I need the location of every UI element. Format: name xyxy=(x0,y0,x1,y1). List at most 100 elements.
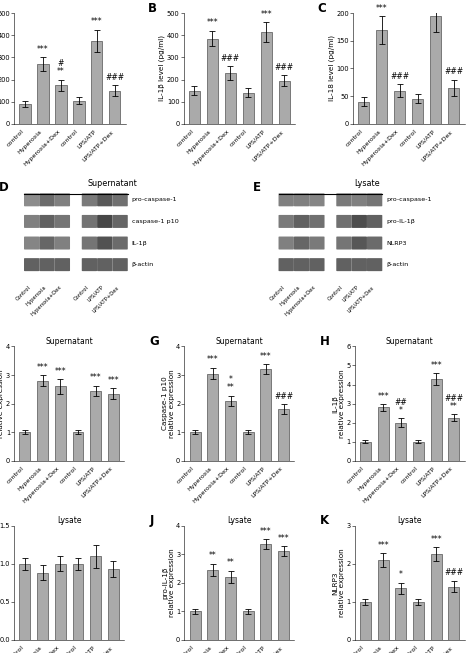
Bar xyxy=(279,80,290,124)
FancyBboxPatch shape xyxy=(352,236,367,249)
Text: G: G xyxy=(149,335,159,348)
FancyBboxPatch shape xyxy=(279,193,294,206)
Text: Hyperoxia+Dex: Hyperoxia+Dex xyxy=(29,284,63,317)
Text: **: ** xyxy=(227,558,234,567)
FancyBboxPatch shape xyxy=(336,258,352,271)
FancyBboxPatch shape xyxy=(336,193,352,206)
Text: ###: ### xyxy=(221,54,240,63)
Bar xyxy=(225,577,236,640)
FancyBboxPatch shape xyxy=(82,215,97,228)
Text: ***: *** xyxy=(108,376,119,385)
Bar xyxy=(430,16,441,124)
Bar xyxy=(448,88,459,124)
FancyBboxPatch shape xyxy=(279,215,294,228)
Text: C: C xyxy=(318,2,326,15)
Bar xyxy=(431,379,442,461)
Bar xyxy=(19,564,30,640)
Text: *: * xyxy=(399,406,403,415)
Bar xyxy=(278,551,289,640)
Y-axis label: IL-18 level (pg/ml): IL-18 level (pg/ml) xyxy=(328,35,335,101)
FancyBboxPatch shape xyxy=(97,193,112,206)
Title: Supernatant: Supernatant xyxy=(87,179,137,188)
Title: Supernatant: Supernatant xyxy=(386,337,434,345)
Y-axis label: IL-1β
relative expression: IL-1β relative expression xyxy=(332,370,345,438)
Text: Control: Control xyxy=(269,284,286,301)
FancyBboxPatch shape xyxy=(309,236,325,249)
Bar xyxy=(395,588,406,640)
FancyBboxPatch shape xyxy=(55,236,70,249)
Text: pro-caspase-1: pro-caspase-1 xyxy=(132,197,177,202)
FancyBboxPatch shape xyxy=(336,236,352,249)
Bar xyxy=(37,381,48,461)
Text: ***: *** xyxy=(37,362,48,372)
Text: H: H xyxy=(319,335,329,348)
Text: ###: ### xyxy=(274,392,293,401)
Bar xyxy=(378,407,389,461)
FancyBboxPatch shape xyxy=(352,215,367,228)
Text: Control: Control xyxy=(15,284,32,301)
Text: **: ** xyxy=(209,551,217,560)
Bar xyxy=(90,390,101,461)
FancyBboxPatch shape xyxy=(294,236,309,249)
Text: pro-IL-1β: pro-IL-1β xyxy=(386,219,415,224)
FancyBboxPatch shape xyxy=(55,193,70,206)
FancyBboxPatch shape xyxy=(279,258,294,271)
Text: ##: ## xyxy=(394,398,407,407)
FancyBboxPatch shape xyxy=(367,215,383,228)
Text: K: K xyxy=(319,514,328,527)
Bar xyxy=(243,611,254,640)
FancyBboxPatch shape xyxy=(367,258,383,271)
Bar xyxy=(91,40,102,124)
FancyBboxPatch shape xyxy=(39,236,55,249)
Bar xyxy=(73,564,83,640)
Text: LPS/ATP+Dex: LPS/ATP+Dex xyxy=(346,284,374,313)
Bar xyxy=(243,432,254,461)
Bar xyxy=(108,569,119,640)
Bar xyxy=(225,401,236,461)
FancyBboxPatch shape xyxy=(112,215,128,228)
FancyBboxPatch shape xyxy=(82,193,97,206)
Title: Lysate: Lysate xyxy=(57,516,82,525)
Text: ***: *** xyxy=(376,3,388,12)
Text: ***: *** xyxy=(55,367,66,376)
Bar xyxy=(189,91,200,124)
Bar xyxy=(190,432,201,461)
Text: ***: *** xyxy=(261,10,272,18)
FancyBboxPatch shape xyxy=(309,193,325,206)
Text: *: * xyxy=(228,375,232,384)
Bar xyxy=(109,91,120,124)
Bar xyxy=(55,85,66,124)
Bar xyxy=(37,573,48,640)
FancyBboxPatch shape xyxy=(112,193,128,206)
FancyBboxPatch shape xyxy=(309,215,325,228)
Bar xyxy=(413,602,424,640)
Text: D: D xyxy=(0,182,9,194)
FancyBboxPatch shape xyxy=(55,215,70,228)
Text: E: E xyxy=(253,182,261,194)
Text: B: B xyxy=(148,2,157,15)
Text: ***: *** xyxy=(377,541,389,550)
Title: Supernatant: Supernatant xyxy=(45,337,93,345)
FancyBboxPatch shape xyxy=(336,215,352,228)
Text: **: ** xyxy=(57,67,65,76)
Bar xyxy=(207,39,218,124)
Bar xyxy=(108,394,119,461)
Bar xyxy=(360,441,371,461)
Text: ###: ### xyxy=(444,394,464,403)
Text: **: ** xyxy=(227,383,234,392)
Bar xyxy=(207,570,219,640)
Text: ***: *** xyxy=(430,535,442,544)
Bar xyxy=(190,611,201,640)
Text: Hyperoxia: Hyperoxia xyxy=(279,284,301,307)
Text: pro-caspase-1: pro-caspase-1 xyxy=(386,197,432,202)
FancyBboxPatch shape xyxy=(112,236,128,249)
FancyBboxPatch shape xyxy=(39,193,55,206)
Text: ***: *** xyxy=(207,355,219,364)
Bar xyxy=(278,409,289,461)
Y-axis label: Caspase-1 p10
relative expression: Caspase-1 p10 relative expression xyxy=(162,370,174,438)
Text: LPS/ATP: LPS/ATP xyxy=(87,284,105,302)
Bar xyxy=(260,370,272,461)
Text: IL-1β: IL-1β xyxy=(132,240,147,246)
Bar xyxy=(261,32,272,124)
Bar xyxy=(55,387,66,461)
